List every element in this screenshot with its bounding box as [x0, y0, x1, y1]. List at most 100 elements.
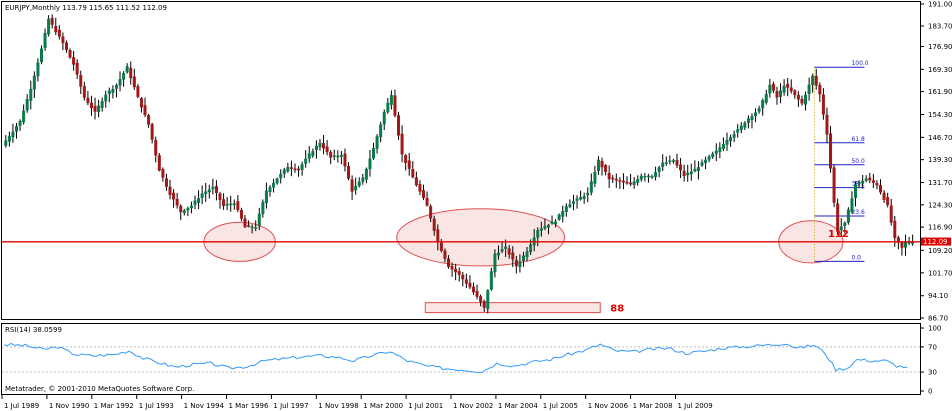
candle-body [72, 57, 76, 65]
candle-body [7, 136, 11, 142]
candle-body [25, 98, 29, 111]
candle-body [368, 158, 372, 170]
candle-body [354, 185, 358, 191]
candle-body [879, 185, 883, 193]
candle-body [864, 178, 868, 181]
candle-body [32, 75, 36, 90]
price-panel-frame [1, 1, 921, 320]
candle-body [104, 94, 108, 102]
candle-body [297, 168, 301, 171]
candle-body [361, 177, 365, 182]
price-tick-label: 124.30 [928, 201, 952, 209]
time-tick-label: 1 Nov 1998 [318, 402, 358, 410]
candle-body [464, 279, 468, 284]
candle-body [818, 84, 822, 95]
candle-body [214, 186, 218, 193]
candle-body [621, 180, 625, 183]
low-zone-rect [424, 302, 601, 314]
candle-body [557, 214, 561, 220]
candle-body [164, 178, 168, 187]
candle-body [54, 25, 58, 33]
time-tick-label: 1 Mar 2004 [498, 402, 538, 410]
candle-body [204, 191, 208, 195]
candle-body [89, 102, 93, 109]
candle-body [796, 94, 800, 100]
candle-body [18, 120, 22, 127]
candle-body [671, 160, 675, 162]
candle-body [357, 181, 361, 186]
candle-body [764, 93, 768, 103]
candle-body [775, 91, 779, 98]
candle-body [793, 90, 797, 96]
candle-body [150, 124, 154, 140]
candle-body [14, 126, 18, 132]
candle-body [829, 133, 833, 169]
candle-body [175, 198, 179, 206]
candle-body [850, 198, 854, 213]
candle-body [322, 143, 326, 149]
candle-body [372, 148, 376, 159]
candle-body [64, 42, 68, 51]
candle-body [439, 242, 443, 251]
candle-body [339, 155, 343, 157]
candle-body [275, 178, 279, 184]
candle-body [61, 36, 65, 44]
candle-body [386, 102, 390, 113]
time-tick-label: 1 Mar 2008 [633, 402, 673, 410]
candle-body [839, 226, 843, 231]
price-tag-bg [921, 237, 951, 246]
fib-level-label: 23.6 [851, 209, 865, 216]
candle-body [846, 209, 850, 223]
rsi-header: RSI(14) 38.0599 [5, 326, 62, 334]
candle-body [311, 151, 315, 156]
price-tick-label: 154.30 [928, 111, 952, 119]
candle-body [550, 221, 554, 224]
candle-body [693, 168, 697, 172]
candle-body [75, 62, 79, 75]
candle-body [197, 198, 201, 203]
candle-body [68, 50, 72, 58]
candle-body [786, 83, 790, 88]
candle-body [596, 159, 600, 172]
candle-body [461, 274, 465, 280]
candle-body [493, 253, 497, 273]
rsi-tick-label: 100 [928, 325, 941, 333]
candle-body [496, 252, 500, 256]
candle-body [689, 171, 693, 175]
candle-body [432, 218, 436, 231]
candle-body [397, 115, 401, 136]
time-tick-label: 1 Jul 1989 [4, 402, 39, 410]
candle-body [614, 178, 618, 181]
candle-body [507, 248, 511, 255]
candle-body [347, 166, 351, 179]
candle-body [29, 88, 33, 101]
candle-body [546, 224, 550, 228]
candle-body [757, 108, 761, 112]
price-tick-label: 131.70 [928, 179, 952, 187]
candle-body [732, 133, 736, 138]
candle-body [611, 177, 615, 180]
candle-body [736, 129, 740, 133]
candle-body [471, 286, 475, 293]
candle-body [411, 169, 415, 178]
candle-body [179, 205, 183, 213]
price-tick-label: 169.30 [928, 66, 952, 74]
candle-body [800, 98, 804, 104]
candle-body [300, 164, 304, 170]
candle-body [329, 152, 333, 158]
candle-body [318, 142, 322, 148]
candle-body [57, 29, 61, 37]
candle-body [186, 207, 190, 211]
candle-body [147, 115, 151, 125]
candle-body [629, 182, 633, 185]
candle-body [679, 164, 683, 171]
candle-body [43, 32, 47, 49]
candle-body [543, 226, 547, 229]
candle-body [739, 125, 743, 130]
candle-body [511, 252, 515, 260]
candle-body [182, 210, 186, 214]
candle-body [586, 192, 590, 196]
candle-body [889, 205, 893, 223]
candle-body [307, 153, 311, 159]
